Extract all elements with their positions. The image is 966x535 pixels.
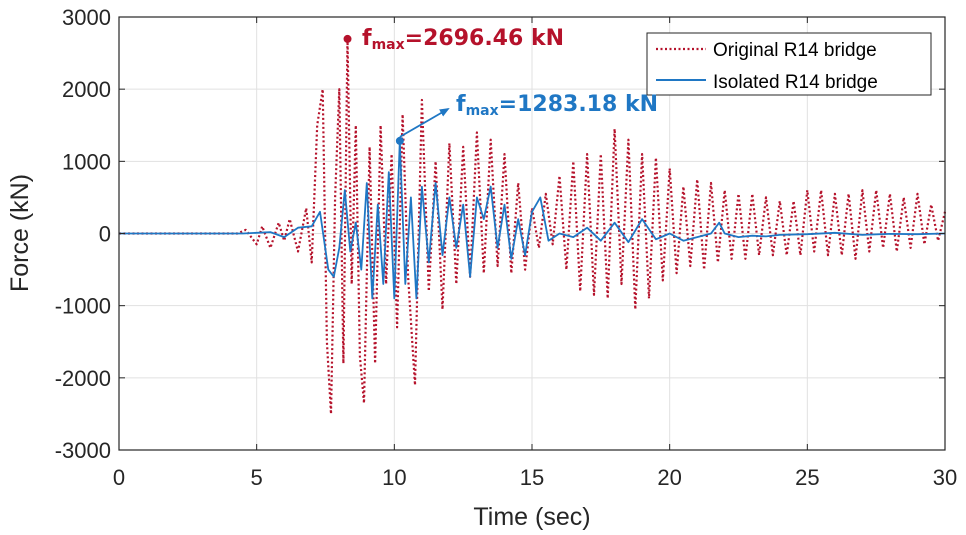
y-tick-label: 0 (99, 222, 111, 247)
y-tick-label: -2000 (55, 366, 111, 391)
annotation-original-max-label: fmax=2696.46 kN (362, 26, 564, 53)
annotation-original-max-marker (343, 34, 352, 43)
y-tick-label: -3000 (55, 438, 111, 463)
x-tick-label: 30 (933, 465, 957, 490)
ticks: 0 5 10 15 20 25 30 3000 2000 1000 0 -1000 -2000 -3000 (55, 5, 958, 490)
annotation-isolated-max-marker (395, 136, 404, 145)
legend-box (646, 32, 932, 96)
x-tick-label: 10 (382, 465, 406, 490)
annotation-isolated-max-label: fmax=1283.18 kN (456, 92, 658, 119)
y-tick-label: -1000 (55, 294, 111, 319)
legend-label-original: Original R14 bridge (713, 40, 877, 61)
y-tick-label: 1000 (62, 149, 111, 174)
annotation-original-max: fmax=2696.46 kN (343, 26, 564, 53)
x-tick-label: 0 (113, 465, 125, 490)
legend-label-isolated: Isolated R14 bridge (713, 72, 878, 93)
y-axis-label: Force (kN) (6, 174, 34, 292)
x-tick-label: 5 (251, 465, 263, 490)
annotation-isolated-max-arrow (399, 107, 450, 138)
x-axis-label: Time (sec) (473, 503, 590, 531)
x-tick-label: 15 (520, 465, 544, 490)
y-tick-label: 3000 (62, 5, 111, 30)
x-tick-label: 20 (657, 465, 681, 490)
y-tick-label: 2000 (62, 77, 111, 102)
annotation-isolated-max: fmax=1283.18 kN (395, 92, 658, 145)
series-line-isolated (119, 139, 946, 300)
legend: Original R14 bridge Isolated R14 bridge (646, 32, 932, 96)
x-tick-label: 25 (795, 465, 819, 490)
series-layer (119, 37, 947, 415)
